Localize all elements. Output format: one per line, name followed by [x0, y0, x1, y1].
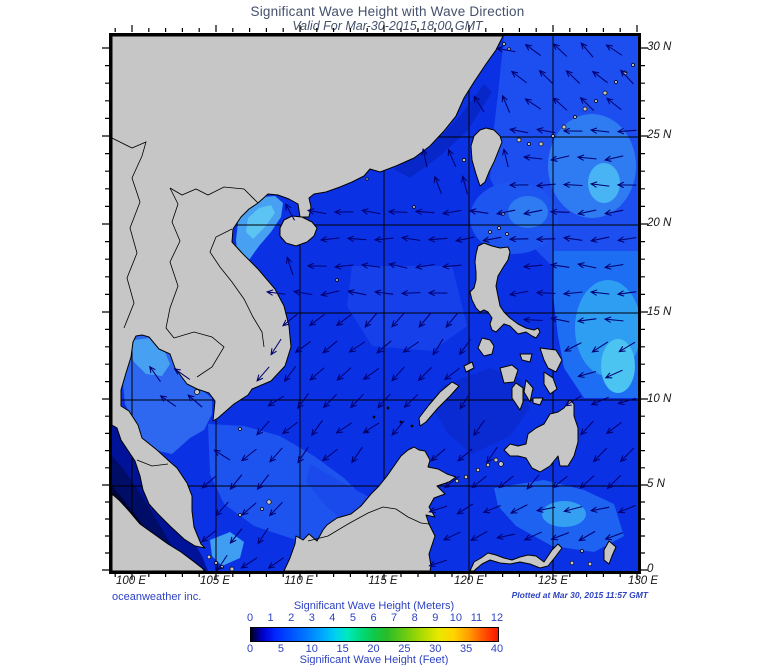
landmasses	[112, 36, 617, 571]
meters-tick: 4	[329, 612, 336, 624]
land-leyte	[543, 371, 558, 395]
wave-map	[112, 36, 638, 571]
map-frame	[109, 33, 641, 574]
feet-tick: 10	[305, 643, 318, 655]
x-tick-label: 105 E	[199, 575, 231, 587]
x-tick-label: 120 E	[453, 575, 485, 587]
y-tick-label: 5 N	[647, 478, 665, 490]
y-tick-label: 20 N	[647, 217, 672, 229]
land-cebu	[523, 379, 534, 403]
land-taiwan	[470, 127, 503, 187]
land-panay	[499, 364, 519, 384]
land-luzon	[469, 242, 541, 339]
x-tick-label: 125 E	[537, 575, 569, 587]
credit-text: oceanweather inc.	[112, 591, 202, 603]
feet-tick: 20	[367, 643, 380, 655]
meters-tick: 10	[449, 612, 462, 624]
y-tick-label: 30 N	[647, 41, 672, 53]
meters-tick: 11	[470, 612, 483, 624]
land-sulawesi	[469, 543, 563, 571]
land-mindoro	[477, 337, 495, 357]
feet-tick: 30	[429, 643, 442, 655]
land-hainan	[279, 215, 318, 247]
feet-tick: 5	[277, 643, 284, 655]
y-tick-label: 25 N	[647, 129, 672, 141]
colorbar-title-meters: Significant Wave Height (Meters)	[293, 600, 455, 612]
land-halmahera	[603, 540, 617, 565]
feet-tick: 25	[398, 643, 411, 655]
land-mindanao	[503, 399, 579, 473]
colorbar-title-feet: Significant Wave Height (Feet)	[299, 654, 449, 665]
land-sumatra	[112, 493, 206, 571]
meters-tick: 6	[370, 612, 377, 624]
land-masbate	[519, 353, 533, 363]
feet-tick: 40	[490, 643, 504, 655]
land-asia-mainland	[112, 36, 504, 549]
land-palawan	[418, 381, 460, 427]
meters-tick: 3	[308, 612, 315, 624]
land-negros	[511, 382, 524, 411]
meters-tick: 2	[288, 612, 295, 624]
feet-tick: 15	[336, 643, 349, 655]
land-busuanga	[463, 361, 475, 373]
meters-tick: 7	[391, 612, 398, 624]
meters-tick: 12	[490, 612, 504, 624]
x-tick-label: 115 E	[368, 575, 398, 587]
x-tick-label: 130 E	[627, 575, 659, 587]
meters-tick: 5	[349, 612, 356, 624]
land-bohol	[532, 397, 544, 406]
meters-tick: 1	[267, 612, 274, 624]
y-tick-label: 15 N	[647, 306, 672, 318]
x-tick-label: 100 E	[115, 575, 147, 587]
y-tick-label: 10 N	[647, 393, 672, 405]
feet-tick: 0	[246, 643, 254, 655]
x-tick-label: 110 E	[284, 575, 314, 587]
meters-tick: 0	[246, 612, 254, 624]
wave-direction-arrows	[149, 42, 637, 571]
country-borders	[112, 137, 430, 542]
land-borneo	[283, 446, 457, 571]
page-title: Significant Wave Height with Wave Direct…	[250, 4, 525, 19]
valid-time-subtitle: Valid For Mar-30-2015 18:00 GMT	[292, 19, 483, 33]
plotted-timestamp: Plotted at Mar 30, 2015 11:57 GMT	[511, 590, 648, 600]
y-tick-label: 0	[647, 563, 654, 575]
meters-tick: 8	[411, 612, 418, 624]
feet-tick: 35	[460, 643, 473, 655]
meters-tick: 9	[432, 612, 439, 624]
colorbar	[250, 627, 499, 642]
land-samar	[539, 347, 563, 373]
